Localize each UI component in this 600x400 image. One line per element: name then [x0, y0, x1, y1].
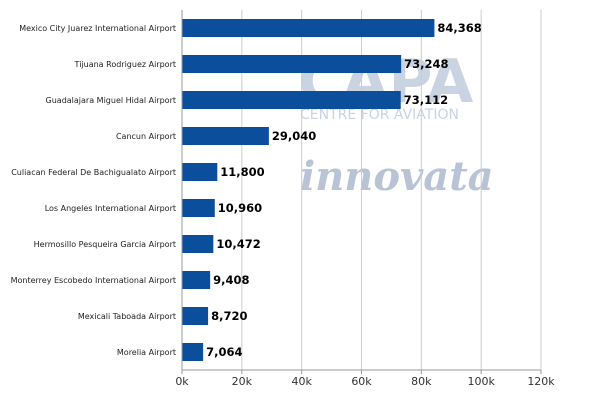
category-label: Mexico City Juarez International Airport [19, 24, 176, 33]
category-label: Mexicali Taboada Airport [78, 312, 176, 321]
data-label: 84,368 [437, 21, 481, 35]
data-label: 9,408 [213, 273, 249, 287]
bar [182, 163, 218, 181]
x-tick-label: 20k [232, 375, 253, 388]
x-tick-label: 60k [351, 375, 372, 388]
category-label: Morelia Airport [117, 348, 176, 357]
category-label: Tijuana Rodriguez Airport [74, 60, 176, 69]
category-label: Los Angeles International Airport [45, 204, 176, 213]
category-label: Monterrey Escobedo International Airport [11, 276, 176, 285]
data-label: 7,064 [206, 345, 242, 359]
data-label: 10,960 [218, 201, 262, 215]
bar [182, 91, 401, 109]
x-tick-label: 120k [527, 375, 555, 388]
x-tick-label: 100k [467, 375, 495, 388]
bars [182, 19, 435, 361]
data-label: 73,248 [404, 57, 448, 71]
category-label: Culiacan Federal De Bachigualato Airport [11, 168, 176, 177]
bar [182, 199, 215, 217]
data-label: 10,472 [216, 237, 260, 251]
bar [182, 343, 204, 361]
category-label: Hermosillo Pesqueira Garcia Airport [34, 240, 176, 249]
data-label: 73,112 [404, 93, 448, 107]
capa-subtitle-watermark: CENTRE FOR AVIATION [300, 107, 459, 123]
data-label: 8,720 [211, 309, 247, 323]
x-tick-label: 0k [175, 375, 189, 388]
category-labels: Mexico City Juarez International Airport… [11, 24, 176, 357]
bar [182, 127, 269, 145]
x-tick-label: 80k [411, 375, 432, 388]
x-tick-label: 40k [291, 375, 312, 388]
bar [182, 235, 214, 253]
bar [182, 19, 435, 37]
data-label: 29,040 [272, 129, 316, 143]
x-axis-ticks: 0k 20k 40k 60k 80k 100k 120k [175, 370, 555, 388]
bar [182, 271, 211, 289]
bar [182, 55, 402, 73]
data-labels: 84,368 73,248 73,112 29,040 11,800 10,960 10,4… [206, 21, 482, 359]
category-label: Cancun Airport [116, 132, 176, 141]
data-label: 11,800 [220, 165, 264, 179]
innovata-watermark: innovata [300, 153, 494, 200]
category-label: Guadalajara Miguel Hidal Airport [46, 96, 176, 105]
bar [182, 307, 209, 325]
